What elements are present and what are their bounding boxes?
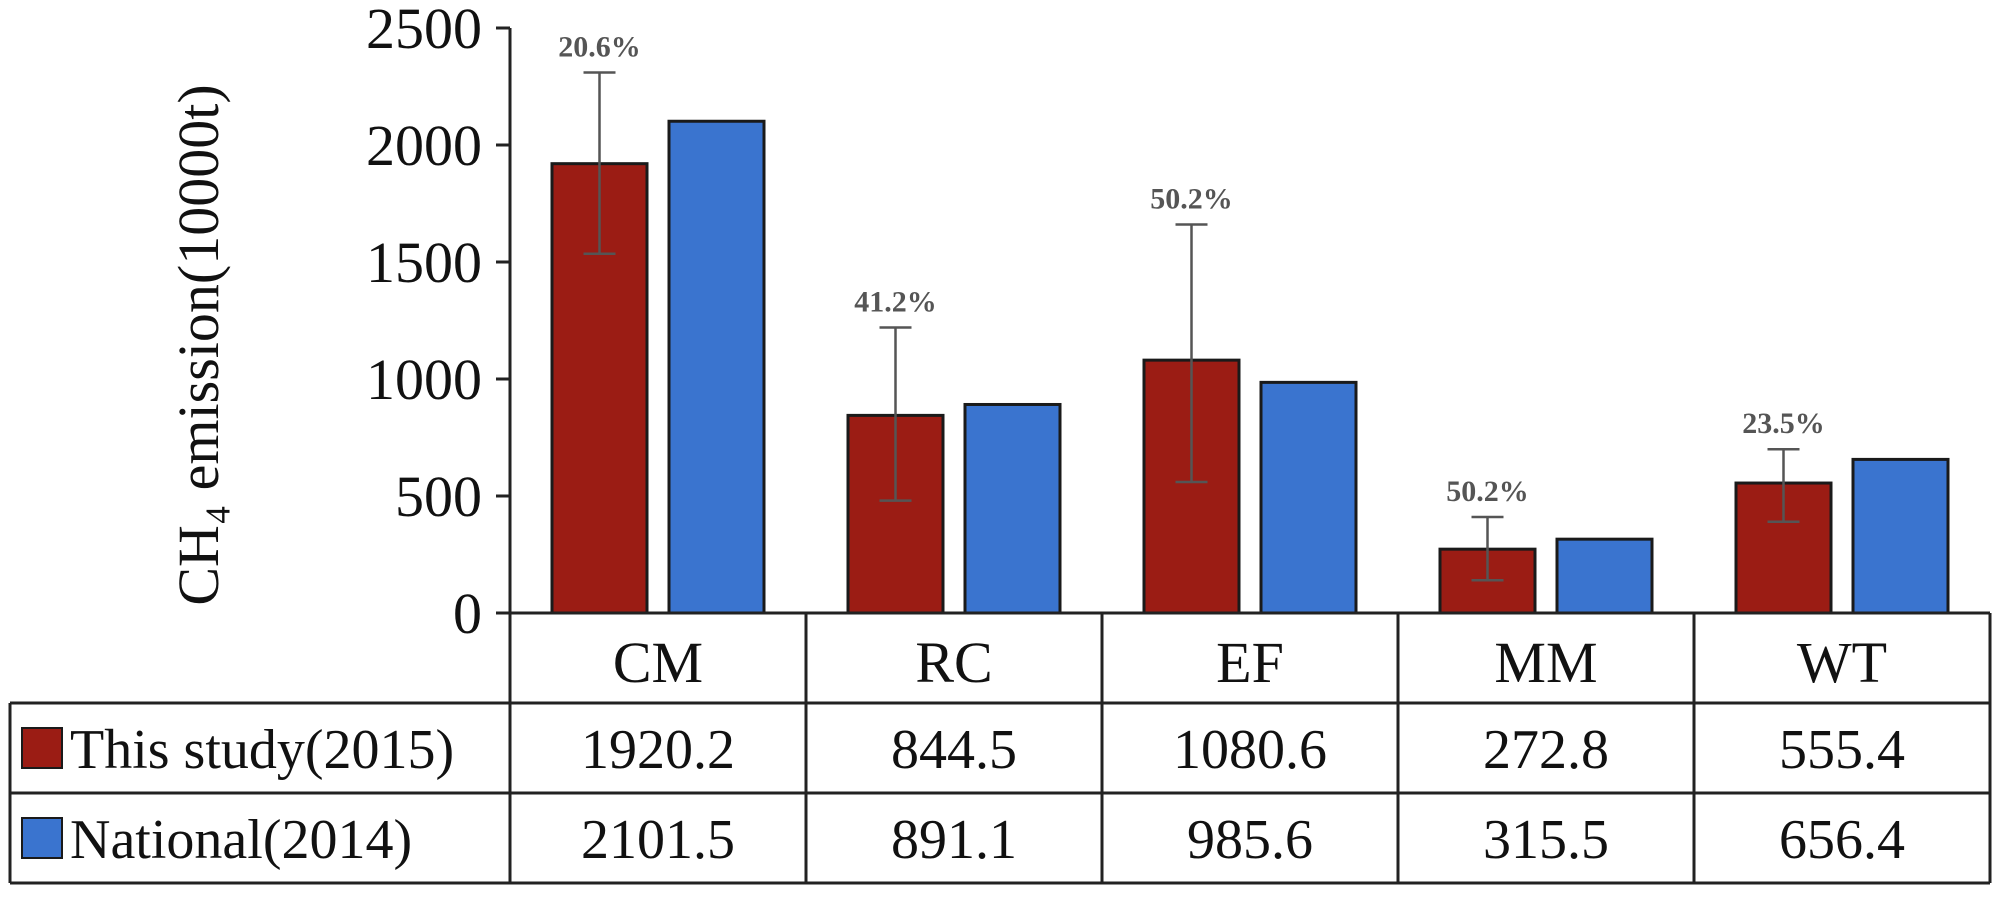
category-label: RC: [915, 630, 992, 695]
uncertainty-label: 50.2%: [1446, 475, 1529, 508]
y-axis-label: CH₄ emission(10000t): [166, 84, 231, 605]
table-cell-value: 844.5: [891, 719, 1017, 781]
table-cell-value: 1080.6: [1173, 719, 1327, 781]
legend-label: National(2014): [70, 809, 412, 871]
legend-swatch-this-study: [21, 727, 63, 769]
uncertainty-label: 20.6%: [558, 30, 641, 63]
bar-national: [1851, 457, 1950, 615]
category-label: CM: [613, 630, 703, 695]
y-tick-label: 500: [395, 464, 482, 529]
uncertainty-label: 50.2%: [1150, 183, 1233, 216]
bar-national: [963, 402, 1062, 615]
legend-swatch-national: [21, 817, 63, 859]
table-cell-value: 891.1: [891, 809, 1017, 871]
uncertainty-label: 23.5%: [1742, 407, 1825, 440]
y-tick-label: 1500: [366, 230, 482, 295]
y-axis: 0 500 1000 1500 2000 2500: [366, 0, 512, 646]
table-cell-value: 315.5: [1483, 809, 1609, 871]
category-label: EF: [1216, 630, 1284, 695]
y-tick-label: 0: [453, 581, 482, 646]
y-tick-label: 2000: [366, 113, 482, 178]
table-cell-value: 656.4: [1779, 809, 1905, 871]
table-cell-value: 1920.2: [581, 719, 735, 781]
y-tick-label: 2500: [366, 0, 482, 61]
bar-national: [1259, 380, 1358, 615]
table-cell-value: 272.8: [1483, 719, 1609, 781]
bar-national: [667, 119, 766, 615]
category-label: WT: [1797, 630, 1887, 695]
legend-label: This study(2015): [70, 719, 454, 781]
table-cell-value: 2101.5: [581, 809, 735, 871]
table-cell-value: 985.6: [1187, 809, 1313, 871]
bar-national: [1555, 537, 1654, 615]
data-table: CM RC EF MM WT This study(2015) 1920.2 844.5 108…: [8, 611, 1992, 885]
bars: 20.6% 41.2% 50.2% 50.2% 23.5%: [550, 30, 1950, 615]
uncertainty-label: 41.2%: [854, 286, 937, 319]
category-label: MM: [1494, 630, 1597, 695]
table-cell-value: 555.4: [1779, 719, 1905, 781]
y-tick-label: 1000: [366, 347, 482, 412]
